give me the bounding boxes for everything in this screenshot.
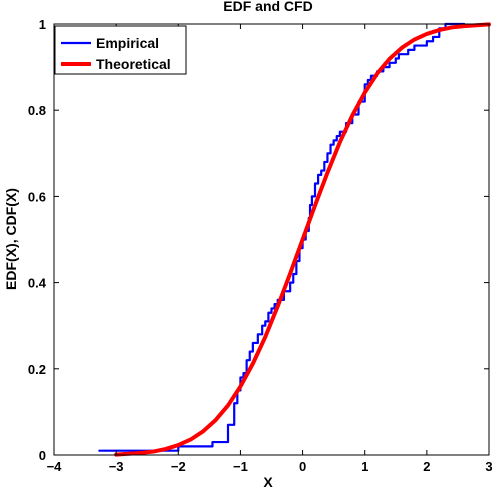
y-tick-label: 0.8 <box>28 103 46 118</box>
series-layer <box>98 22 491 457</box>
y-tick-label: 0.2 <box>28 362 46 377</box>
axes-layer: −4 −3 −2 −1 0 1 2 3 0 0.2 0.4 0.6 0.8 1 <box>28 17 493 474</box>
y-tick-label: 0.6 <box>28 189 46 204</box>
x-tick-label: 3 <box>485 459 492 474</box>
series-empirical-line <box>98 22 466 452</box>
x-tick-label: −3 <box>109 459 124 474</box>
legend-label-empirical: Empirical <box>96 35 159 51</box>
axes-frame <box>53 23 490 456</box>
y-axis-label: EDF(X), CDF(X) <box>3 188 19 290</box>
x-tick-label: 2 <box>423 459 430 474</box>
legend: Empirical Theoretical <box>54 25 187 75</box>
x-tick-label: 0 <box>299 459 306 474</box>
chart-title: EDF and CFD <box>223 0 312 14</box>
x-tick-label: −2 <box>171 459 186 474</box>
x-tick-label: −1 <box>233 459 248 474</box>
plot-area <box>54 24 489 455</box>
y-tick-label: 0.4 <box>28 276 47 291</box>
x-tick-label: −4 <box>47 459 63 474</box>
x-axis-label: X <box>263 474 273 490</box>
y-tick-label: 0 <box>39 448 46 463</box>
y-tick-label: 1 <box>39 17 46 32</box>
series-theoretical-line <box>114 22 491 457</box>
legend-label-theoretical: Theoretical <box>96 56 171 72</box>
x-tick-label: 1 <box>361 459 368 474</box>
